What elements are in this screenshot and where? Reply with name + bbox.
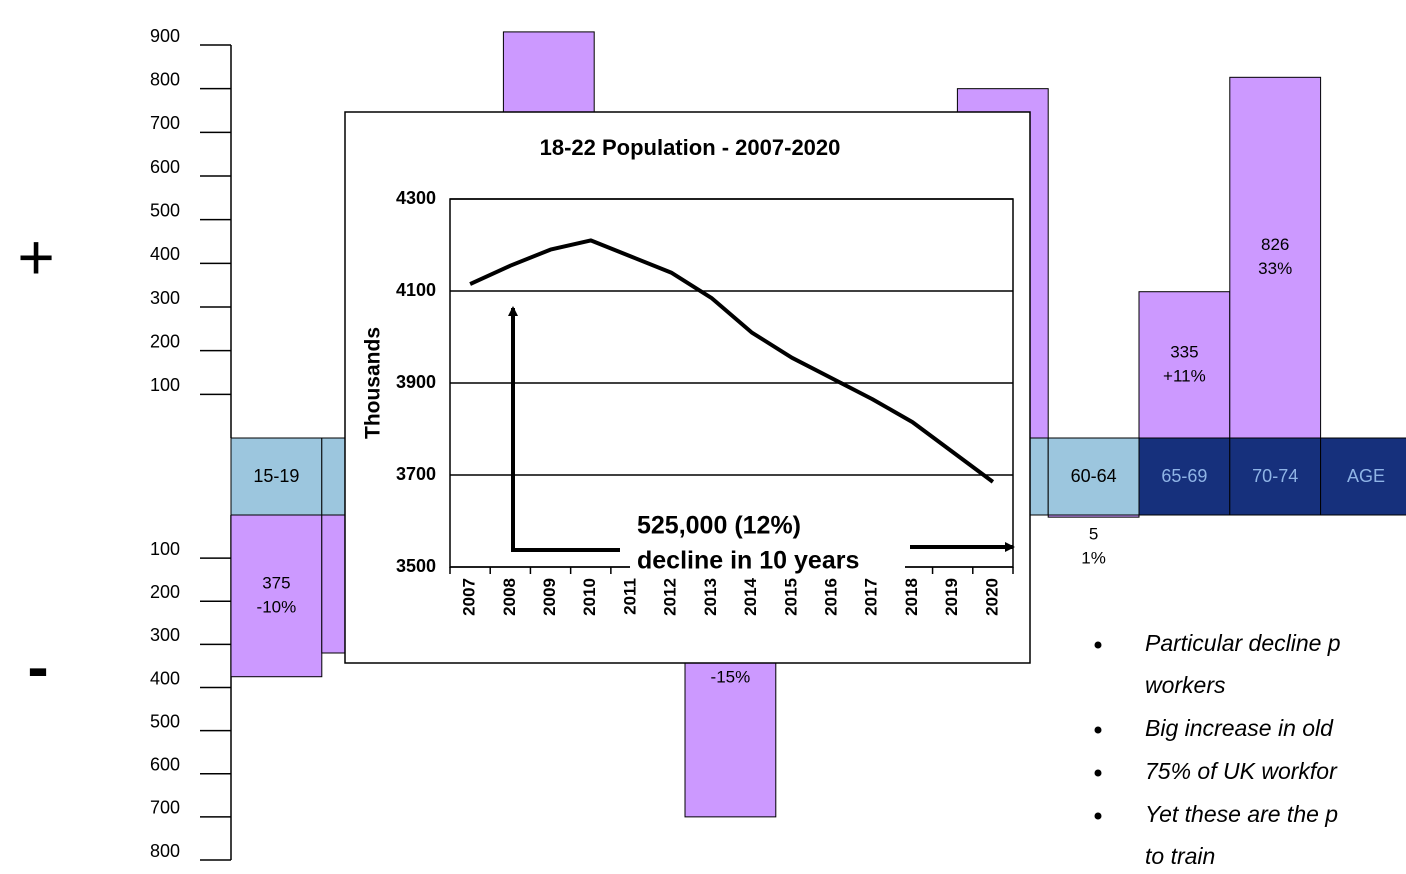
bullet-text: workers [1145, 672, 1226, 698]
y-tick-label: 100 [150, 375, 180, 395]
y-tick-label: 300 [150, 288, 180, 308]
x-tick-label: 2018 [902, 578, 921, 616]
y-tick-label: 3500 [396, 556, 436, 576]
x-tick-label: 2012 [661, 578, 680, 616]
minus-sign: - [27, 631, 48, 703]
inset-chart: 18-22 Population - 2007-2020 3500 3700 3900… [344, 111, 1031, 664]
value-label: 826 [1261, 235, 1289, 254]
bullet-text: Big increase in old [1145, 715, 1334, 741]
x-tick-label: 2010 [580, 578, 599, 616]
x-tick-label: 2007 [460, 578, 479, 616]
y-tick-label: 900 [150, 26, 180, 46]
bullet-text: Particular decline p [1145, 630, 1341, 656]
y-tick-label: 4100 [396, 280, 436, 300]
x-tick-label: 2009 [540, 578, 559, 616]
bar [1047, 514, 1140, 518]
x-tick-label: 2016 [822, 578, 841, 616]
y-tick-label: 500 [150, 711, 180, 731]
bullet-text: to train [1145, 843, 1215, 869]
y-axis-label: Thousands [362, 327, 385, 439]
bar [1229, 76, 1322, 439]
y-tick-label: 600 [150, 755, 180, 775]
inset-frame [344, 111, 1031, 664]
x-tick-label: 15-19 [253, 466, 299, 486]
value-label: 335 [1170, 342, 1198, 361]
y-tick-label: 400 [150, 668, 180, 688]
y-tick-label: 400 [150, 244, 180, 264]
pct-label: -10% [257, 597, 297, 616]
x-axis-label: AGE [1347, 466, 1385, 486]
pct-label: +11% [1163, 366, 1206, 385]
x-tick-label: 70-74 [1252, 466, 1298, 486]
y-tick-label: 3900 [396, 372, 436, 392]
y-tick-label: 800 [150, 841, 180, 861]
bar [230, 514, 323, 678]
age-cell [1229, 437, 1322, 516]
pct-label: -15% [711, 667, 751, 686]
data-line [469, 238, 995, 484]
y-tick-label: 700 [150, 798, 180, 818]
x-tick-label: 2013 [701, 578, 720, 616]
y-tick-label: 4300 [396, 188, 436, 208]
annotation: 525,000 (12%) [637, 512, 801, 540]
y-tick-label: 300 [150, 625, 180, 645]
bullet-dot [1094, 812, 1102, 820]
annotation-arrow [508, 306, 620, 552]
x-tick-label: 2020 [982, 578, 1001, 616]
x-tick-label: 2011 [620, 578, 639, 615]
y-tick-label: 100 [150, 539, 180, 559]
value-label: 375 [262, 573, 290, 592]
plus-sign: + [17, 221, 54, 293]
bullet-dot [1094, 641, 1102, 649]
chart-title: 18-22 Population - 2007-2020 [540, 135, 841, 160]
x-tick-label: 65-69 [1161, 466, 1207, 486]
x-tick-label: 60-64 [1071, 466, 1117, 486]
pct-label: 33% [1258, 259, 1292, 278]
x-tick-label: 2014 [741, 577, 760, 615]
x-tick-label: 2017 [862, 578, 881, 616]
y-tick-label: 600 [150, 157, 180, 177]
bullet-text: Yet these are the p [1145, 801, 1338, 827]
age-cell [230, 437, 323, 516]
bullet-text: 75% of UK workfor [1145, 758, 1338, 784]
bullet-dot [1094, 769, 1102, 777]
pct-label: 1% [1081, 549, 1106, 568]
bar [1138, 291, 1231, 439]
x-tick-label: 2008 [500, 578, 519, 616]
bullet-dot [1094, 726, 1102, 734]
y-tick-label: 800 [150, 69, 180, 89]
y-tick-label: 200 [150, 331, 180, 351]
y-tick-label: 200 [150, 582, 180, 602]
x-tick-label: 2015 [781, 578, 800, 616]
y-tick-label: 500 [150, 200, 180, 220]
age-cell [1138, 437, 1231, 516]
y-tick-label: 700 [150, 113, 180, 133]
annotation: decline in 10 years [637, 547, 859, 575]
age-cell [1320, 437, 1406, 516]
value-label: 5 [1089, 525, 1098, 544]
annotation-bg [630, 510, 905, 578]
age-cell [1047, 437, 1140, 516]
y-tick-label: 3700 [396, 464, 436, 484]
x-tick-label: 2019 [942, 578, 961, 616]
